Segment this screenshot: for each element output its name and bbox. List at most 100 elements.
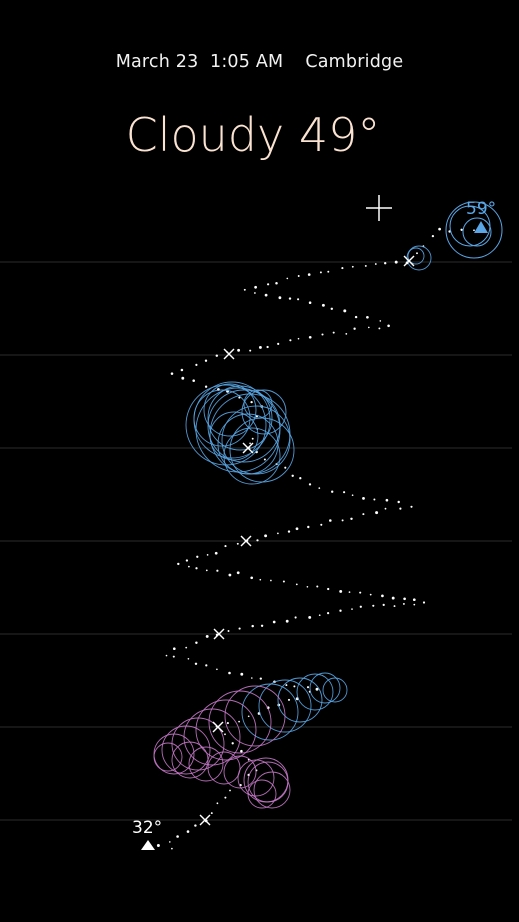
trail-dot (260, 677, 262, 679)
trail-dot (173, 656, 175, 658)
trail-dot (386, 499, 389, 502)
precipitation-ring (210, 394, 290, 474)
trail-dot (188, 566, 190, 568)
precipitation-ring (186, 385, 266, 465)
trail-dot (288, 530, 290, 532)
trail-dot (244, 289, 246, 291)
trail-dot (413, 598, 416, 601)
trail-dot (333, 332, 335, 334)
trail-dot (277, 343, 279, 345)
trail-dot (327, 271, 329, 273)
trail-dot (273, 621, 276, 624)
trail-dot (228, 574, 231, 577)
trail-dot (192, 379, 195, 382)
trail-dot (181, 369, 184, 372)
trail-dot (366, 316, 369, 319)
trail-dot (216, 668, 218, 670)
trail-dot (249, 442, 251, 444)
precipitation-ring (244, 390, 272, 418)
trail-dot (373, 499, 375, 501)
high-temperature-label: 59° (466, 199, 496, 219)
trail-dot (307, 526, 309, 528)
trail-dot (381, 595, 384, 598)
trail-dot (460, 229, 462, 231)
trail-dot (195, 567, 197, 569)
trail-dot (319, 614, 321, 616)
trail-dot (423, 601, 425, 603)
trail-dot (239, 628, 241, 630)
trail-dot (238, 721, 240, 723)
trail-dot (351, 608, 353, 610)
trail-dot (195, 663, 197, 665)
trail-dot (215, 552, 218, 555)
trail-dot (379, 320, 381, 322)
trail-dot (224, 545, 226, 547)
trail-dot (237, 543, 239, 545)
trail-dot (289, 297, 291, 299)
temperature-trail (157, 228, 475, 850)
trail-dot (375, 263, 377, 265)
trail-dot (299, 477, 301, 479)
trail-dot (173, 647, 176, 650)
mixed-precipitation-circles (154, 673, 347, 808)
trail-dot (289, 339, 291, 341)
trail-dot (217, 802, 219, 804)
trail-dot (413, 604, 415, 606)
trail-dot (229, 790, 231, 792)
trail-dot (166, 655, 168, 657)
trail-dot (385, 508, 387, 510)
trail-dot (321, 333, 323, 335)
trail-dot (383, 604, 385, 606)
trail-dot (320, 524, 322, 526)
trail-dot (286, 620, 289, 623)
trail-dot (297, 298, 299, 300)
trail-dot (320, 271, 322, 273)
trail-dot (308, 616, 311, 619)
trail-dot (350, 518, 352, 520)
triangle-up-icon (141, 840, 155, 850)
trail-dot (309, 483, 311, 485)
trail-dot (316, 688, 319, 691)
trail-dot (265, 294, 268, 297)
trail-dot (196, 556, 198, 558)
trail-dot (224, 733, 226, 735)
trail-dot (331, 308, 333, 310)
trail-dot (188, 658, 190, 660)
trail-dot (227, 722, 229, 724)
trail-dot (228, 672, 231, 675)
trail-dot (254, 292, 256, 294)
trail-dot (341, 267, 343, 269)
trail-dot (343, 309, 346, 312)
triangle-up-icon (474, 221, 488, 233)
trail-dot (362, 497, 365, 500)
trail-dot (264, 534, 267, 537)
precipitation-ring (244, 758, 288, 802)
trail-dot (365, 265, 367, 267)
low-temperature-label: 32° (132, 818, 162, 838)
trail-dot (410, 506, 412, 508)
trail-dot (384, 262, 386, 264)
trail-dot (249, 350, 251, 352)
trail-dot (205, 386, 207, 388)
trail-dot (195, 641, 197, 643)
trail-dot (368, 327, 370, 329)
trail-dot (248, 715, 250, 717)
trail-dot (288, 699, 290, 701)
trail-dot (266, 346, 268, 348)
trail-dot (399, 508, 401, 510)
trail-dot (252, 438, 254, 440)
trail-dot (359, 592, 361, 594)
trail-dot (416, 252, 418, 254)
trail-dot (207, 554, 209, 556)
trail-dot (157, 844, 160, 847)
precipitation-ring (254, 772, 290, 808)
trail-dot (327, 612, 329, 614)
trail-dot (251, 625, 253, 627)
trail-dot (307, 686, 309, 688)
trail-dot (171, 372, 174, 375)
trail-dot (187, 830, 190, 833)
trail-dot (327, 588, 329, 590)
trail-dot (283, 580, 285, 582)
trail-dot (293, 685, 295, 687)
trail-dot (339, 590, 342, 593)
